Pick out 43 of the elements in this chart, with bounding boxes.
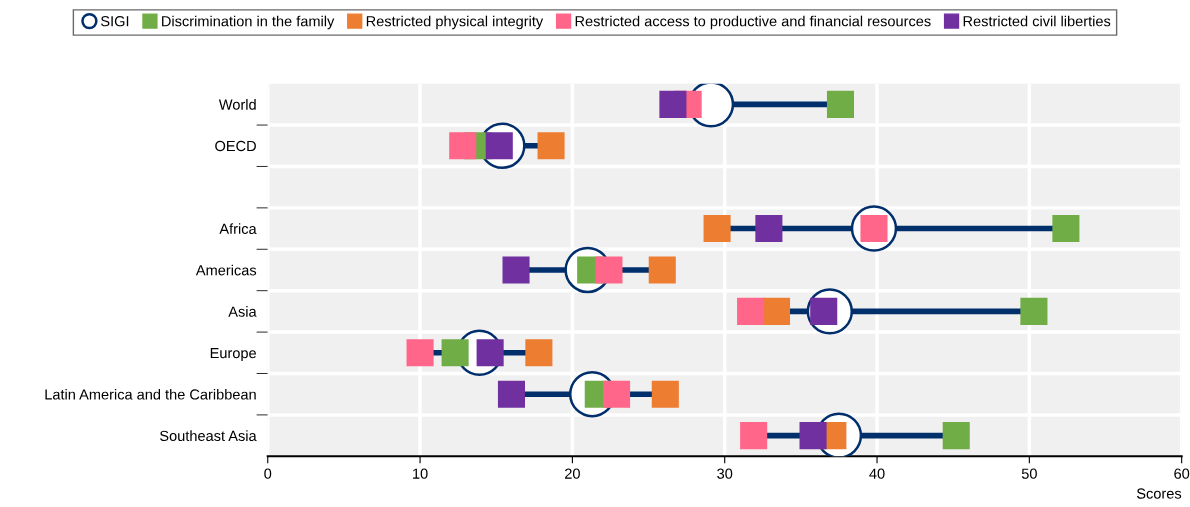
y-tick-label: Latin America and the Caribbean [45, 388, 256, 400]
point [537, 132, 565, 160]
y-tick-label: Americas [195, 264, 257, 276]
x-tick-label: 60 [1174, 468, 1190, 479]
point [406, 339, 434, 367]
x-tick-label: 50 [1021, 468, 1037, 479]
point [703, 215, 731, 243]
point [755, 215, 783, 243]
legend-label: Discrimination in the family [162, 15, 335, 30]
y-tick-label: Africa [219, 223, 257, 234]
point [1020, 297, 1048, 325]
point [740, 422, 768, 450]
x-tick-label: 10 [413, 468, 428, 479]
point [497, 380, 525, 408]
point [441, 339, 469, 367]
point [449, 132, 477, 160]
point [799, 422, 827, 450]
point [595, 256, 623, 284]
point [659, 90, 687, 118]
legend-label: SIGI [101, 16, 129, 27]
point [648, 256, 676, 284]
point [525, 339, 553, 367]
y-tick-label: Southeast Asia [160, 430, 257, 442]
point [762, 297, 791, 325]
x-tick-label: 0 [264, 468, 272, 479]
point [826, 90, 855, 118]
x-axis-title: Scores [1136, 488, 1182, 499]
legend-label: Restricted civil liberties [963, 15, 1111, 27]
x-tick-label: 30 [717, 468, 733, 479]
y-tick-label: Asia [228, 306, 257, 317]
point [502, 256, 530, 284]
point [942, 422, 970, 450]
legend-label: Restricted access to productive and financial resources [575, 15, 931, 30]
y-tick-label: Europe [210, 348, 256, 362]
point [1052, 215, 1080, 243]
y-tick-label: OECD [215, 140, 256, 152]
point [603, 380, 631, 408]
x-tick-label: 40 [869, 468, 885, 479]
point [651, 380, 679, 408]
y-tick-label: World [218, 99, 256, 110]
legend-label: Restricted physical integrity [366, 15, 544, 30]
point [737, 297, 765, 325]
x-tick-label: 20 [565, 468, 580, 479]
